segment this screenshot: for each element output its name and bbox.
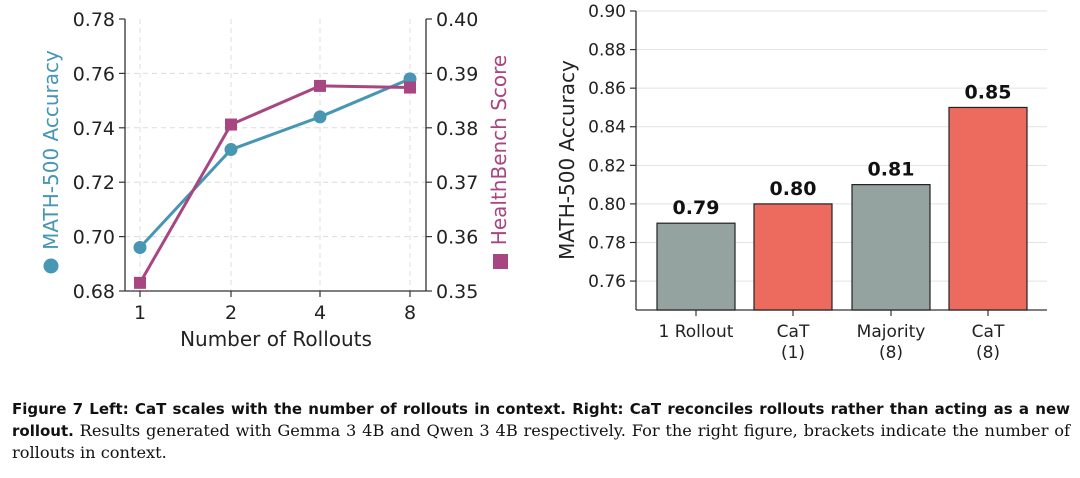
left-y-tick-label: 0.74 [73, 118, 115, 140]
right-y-axis-label: HealthBench Score [487, 55, 511, 245]
figure-caption: Figure 7 Left: CaT scales with the numbe… [12, 398, 1070, 464]
right-chart: 0.76 0.78 0.80 0.82 0.84 0.86 0.88 0.90 1 Rollou… [555, 2, 1047, 363]
bar-y-tick-label: 0.84 [588, 118, 626, 138]
bar-category-label: (8) [879, 343, 903, 363]
healthbench-point [314, 79, 326, 92]
bar [656, 222, 736, 311]
bar [851, 184, 931, 311]
bar-y-tick-label: 0.82 [588, 156, 626, 176]
left-x-tick-label: 1 [134, 302, 146, 324]
caption-body: Results generated with Gemma 3 4B and Qw… [12, 421, 1070, 462]
left-chart: 0.68 0.70 0.72 0.74 0.76 0.78 1 2 4 8 0.35 0.36 0.37… [39, 9, 511, 351]
right-y-tick-label: 0.39 [436, 63, 478, 85]
bar-value-label: 0.81 [868, 159, 915, 181]
figure: 0.68 0.70 0.72 0.74 0.76 0.78 1 2 4 8 0.35 0.36 0.37… [39, 2, 1047, 363]
right-y-tick-label: 0.37 [436, 172, 478, 194]
healthbench-point [225, 118, 237, 131]
bar-value-label: 0.80 [770, 178, 817, 200]
right-y-tick-label: 0.40 [436, 9, 478, 31]
bar-y-tick-label: 0.88 [588, 41, 626, 61]
right-y-tick-label: 0.36 [436, 227, 478, 249]
bar-y-tick-label: 0.90 [588, 2, 626, 22]
bar-category-label: (8) [976, 343, 1000, 363]
left-y-tick-label: 0.68 [73, 281, 115, 303]
bar-y-tick-label: 0.76 [588, 272, 626, 292]
healthbench-point [404, 81, 416, 94]
left-y-tick-label: 0.70 [73, 227, 115, 249]
healthbench-point [134, 276, 146, 289]
bar [753, 203, 833, 311]
left-y-axis-label: MATH-500 Accuracy [39, 50, 63, 250]
right-y-tick-label: 0.35 [436, 281, 478, 303]
left-y-tick-label: 0.72 [73, 172, 115, 194]
math500-point [224, 143, 238, 157]
bar [948, 106, 1028, 311]
left-y-legend-marker-circle [43, 258, 59, 274]
left-x-axis-label: Number of Rollouts [180, 327, 372, 351]
bar-category-label: 1 Rollout [659, 322, 734, 342]
right-y-legend-marker-square [493, 254, 508, 269]
left-y-tick-label: 0.76 [73, 63, 115, 85]
healthbench-series-line [138, 84, 411, 284]
bar-value-label: 0.85 [965, 81, 1012, 103]
left-x-tick-label: 2 [225, 302, 237, 324]
bar-y-tick-label: 0.80 [588, 195, 626, 215]
math500-point [313, 110, 327, 124]
math500-point [133, 240, 147, 254]
bar-category-label: (1) [781, 343, 805, 363]
bar-y-tick-label: 0.78 [588, 233, 626, 253]
right-y-tick-label: 0.38 [436, 118, 478, 140]
bar-y-axis-label: MATH-500 Accuracy [555, 60, 579, 260]
bar-value-label: 0.79 [673, 197, 720, 219]
bar-category-label: CaT [777, 322, 810, 342]
caption-lead: Figure 7 Left: CaT scales with the numbe… [12, 400, 1070, 440]
left-x-tick-label: 4 [314, 302, 326, 324]
left-x-tick-label: 8 [404, 302, 416, 324]
bar-category-label: CaT [972, 322, 1005, 342]
math500-series-line [138, 77, 411, 249]
bar-y-tick-label: 0.86 [588, 79, 626, 99]
bar-category-label: Majority [857, 322, 926, 342]
left-y-tick-label: 0.78 [73, 9, 115, 31]
